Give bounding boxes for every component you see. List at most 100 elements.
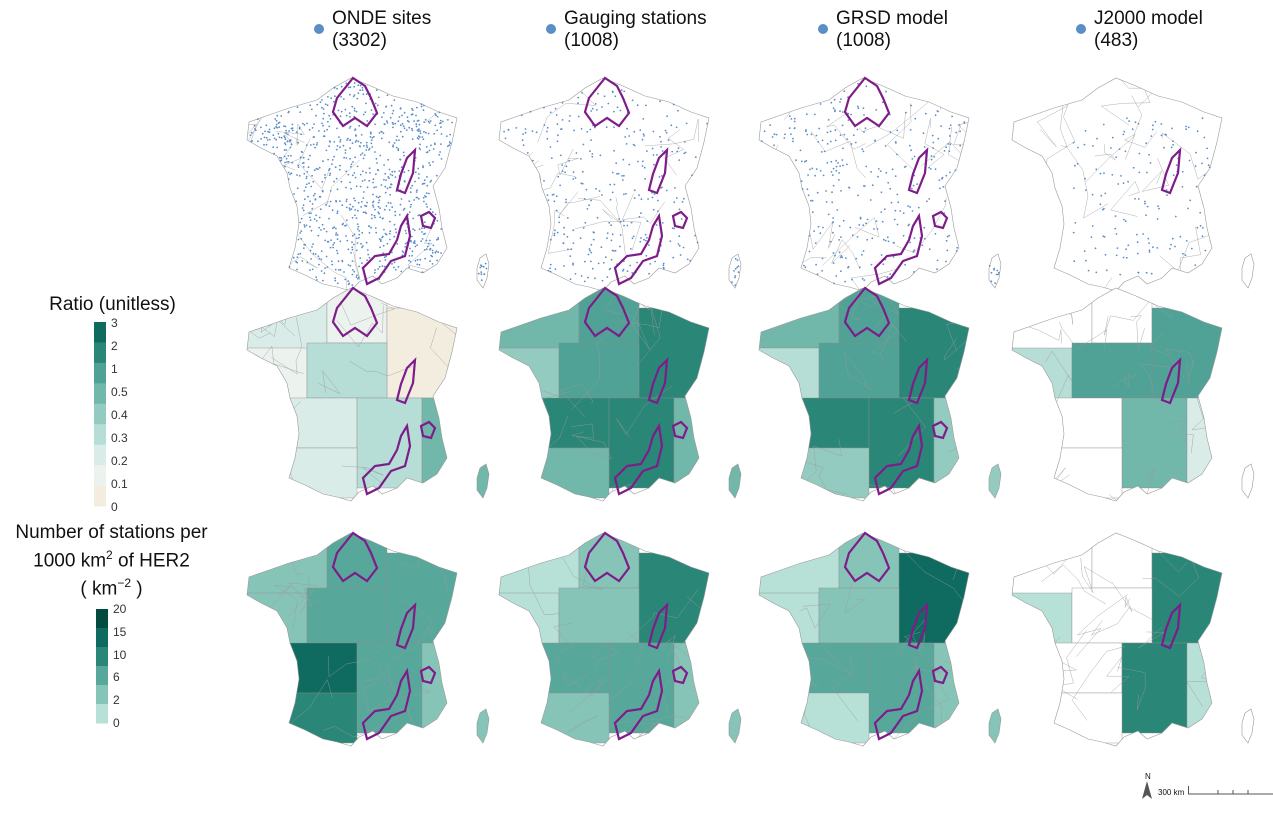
station-point [275,119,278,122]
station-point [345,157,348,159]
region-fill [1121,397,1188,489]
station-point [1194,165,1197,167]
station-point [439,122,441,125]
map-ratio-0 [246,286,490,502]
basin-boundary [908,643,942,675]
station-point [834,110,836,113]
station-point [361,170,364,173]
station-point [388,168,391,171]
station-point [1188,159,1191,162]
station-point [611,233,614,236]
station-point [328,217,330,220]
station-point [926,200,928,203]
station-point [1185,125,1187,128]
station-point [338,136,340,138]
station-point [250,131,253,134]
station-point [561,119,564,121]
station-point [280,157,283,159]
station-point [354,141,357,143]
station-point [329,200,332,203]
station-point [641,138,644,141]
station-point [862,150,865,153]
station-point [380,131,383,133]
station-point [341,259,344,262]
station-point [805,129,807,131]
station-point [374,151,376,153]
station-point [947,143,949,145]
station-point [734,276,736,279]
basin-boundary [1124,131,1157,160]
station-point [580,182,583,185]
station-point [838,172,840,174]
station-point [423,179,426,182]
station-point [788,127,791,129]
station-point [375,157,378,160]
station-point [421,238,424,240]
station-point [307,195,309,198]
station-point [621,175,624,177]
station-point [364,204,366,207]
station-point [567,248,569,251]
station-point [378,132,381,134]
station-point [1201,162,1203,165]
station-point [366,120,369,122]
basin-boundary [362,682,404,712]
station-point [426,206,428,208]
station-point [531,130,534,132]
station-point [344,152,347,154]
station-point [347,173,350,176]
basin-boundary [759,638,794,673]
station-point [429,248,431,251]
station-point [948,234,950,237]
station-point [392,145,394,148]
highlighted-basin [613,212,664,286]
station-point [309,216,311,219]
station-point [311,174,313,177]
station-point [299,232,301,234]
station-point [997,273,1000,276]
station-point [834,254,836,257]
station-point [648,272,650,275]
station-point [661,222,664,224]
station-point [846,138,849,140]
station-point [815,134,818,137]
station-point [678,159,681,161]
station-point [330,260,333,263]
station-point [305,175,308,178]
basin-boundary [578,198,621,224]
station-point [336,210,339,213]
station-point [566,235,569,238]
station-point [897,201,900,204]
station-point [590,199,592,202]
station-point [834,139,837,142]
station-point [355,135,357,137]
station-point [400,130,402,133]
station-point [263,136,266,139]
station-point [331,163,333,165]
station-point [315,143,318,146]
station-point [875,109,878,111]
station-point [864,127,867,130]
basin-boundary [644,119,699,147]
station-point [799,149,802,152]
station-point [638,194,640,196]
station-point [388,232,391,235]
station-point [351,241,353,244]
station-point [372,181,374,184]
station-point [356,274,358,277]
legend-swatch [96,647,108,667]
station-point [662,264,665,267]
station-point [633,189,636,192]
station-point [414,171,417,174]
basin-boundary [808,221,836,250]
station-point [610,239,613,242]
basin-boundary [616,386,672,438]
station-point [386,122,389,124]
station-point [403,171,406,174]
station-point [336,249,338,252]
legend-swatch [94,444,106,466]
basin-boundary [247,254,254,283]
station-point [645,239,647,242]
station-point [425,192,428,194]
highlighted-basin [647,147,669,195]
